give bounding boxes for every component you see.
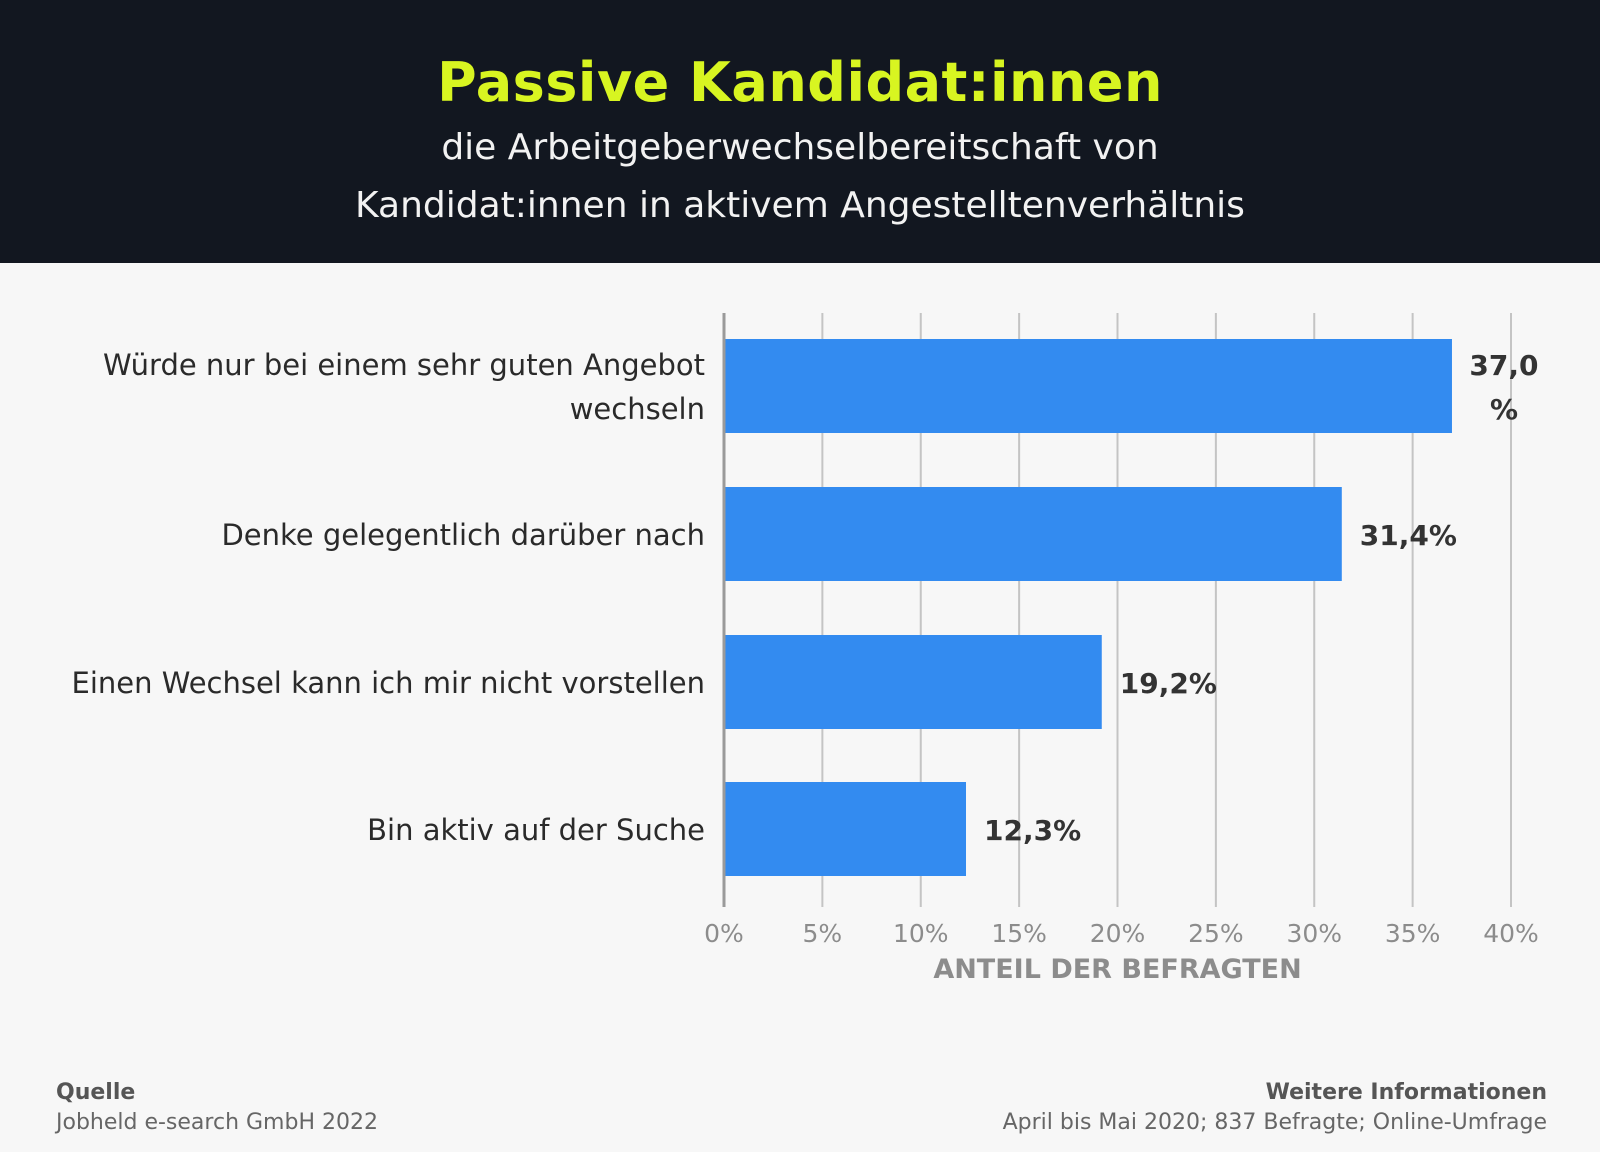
chart-subtitle-line2: Kandidat:innen in aktivem Angestelltenve… bbox=[355, 185, 1245, 226]
x-tick-label: 5% bbox=[803, 919, 843, 948]
x-tick-label: 15% bbox=[991, 919, 1047, 948]
x-axis-title: ANTEIL DER BEFRAGTEN bbox=[933, 954, 1301, 985]
bar bbox=[724, 487, 1342, 581]
x-tick-label: 25% bbox=[1188, 919, 1244, 948]
value-label: 37,0% bbox=[1469, 349, 1538, 426]
x-tick-label: 40% bbox=[1483, 919, 1539, 948]
category-label: Würde nur bei einem sehr guten Angebot we… bbox=[103, 348, 705, 426]
x-tick-label: 30% bbox=[1286, 919, 1342, 948]
x-tick-label: 10% bbox=[893, 919, 949, 948]
value-label: 19,2% bbox=[1120, 667, 1217, 700]
source-label: Quelle bbox=[56, 1080, 136, 1105]
info-text: April bis Mai 2020; 837 Befragte; Online… bbox=[1002, 1110, 1547, 1135]
bar-chart: Würde nur bei einem sehr guten Angebot we… bbox=[72, 313, 1539, 985]
bar bbox=[724, 635, 1102, 729]
header-banner: Passive Kandidat:innen die Arbeitgeberwe… bbox=[0, 0, 1600, 263]
chart-title: Passive Kandidat:innen bbox=[437, 51, 1163, 114]
category-label: Denke gelegentlich darüber nach bbox=[221, 518, 705, 552]
x-tick-label: 20% bbox=[1090, 919, 1146, 948]
bar bbox=[724, 782, 967, 876]
source-text: Jobheld e-search GmbH 2022 bbox=[56, 1110, 378, 1135]
category-label: Einen Wechsel kann ich mir nicht vorstel… bbox=[72, 666, 705, 700]
x-tick-label: 0% bbox=[704, 919, 744, 948]
chart-subtitle-line1: die Arbeitgeberwechselbereitschaft von bbox=[441, 127, 1159, 168]
value-label: 31,4% bbox=[1360, 519, 1457, 552]
bar bbox=[724, 339, 1452, 433]
info-label: Weitere Informationen bbox=[1265, 1080, 1547, 1105]
category-label: Bin aktiv auf der Suche bbox=[367, 813, 705, 847]
x-tick-label: 35% bbox=[1385, 919, 1441, 948]
value-label: 12,3% bbox=[984, 814, 1081, 847]
